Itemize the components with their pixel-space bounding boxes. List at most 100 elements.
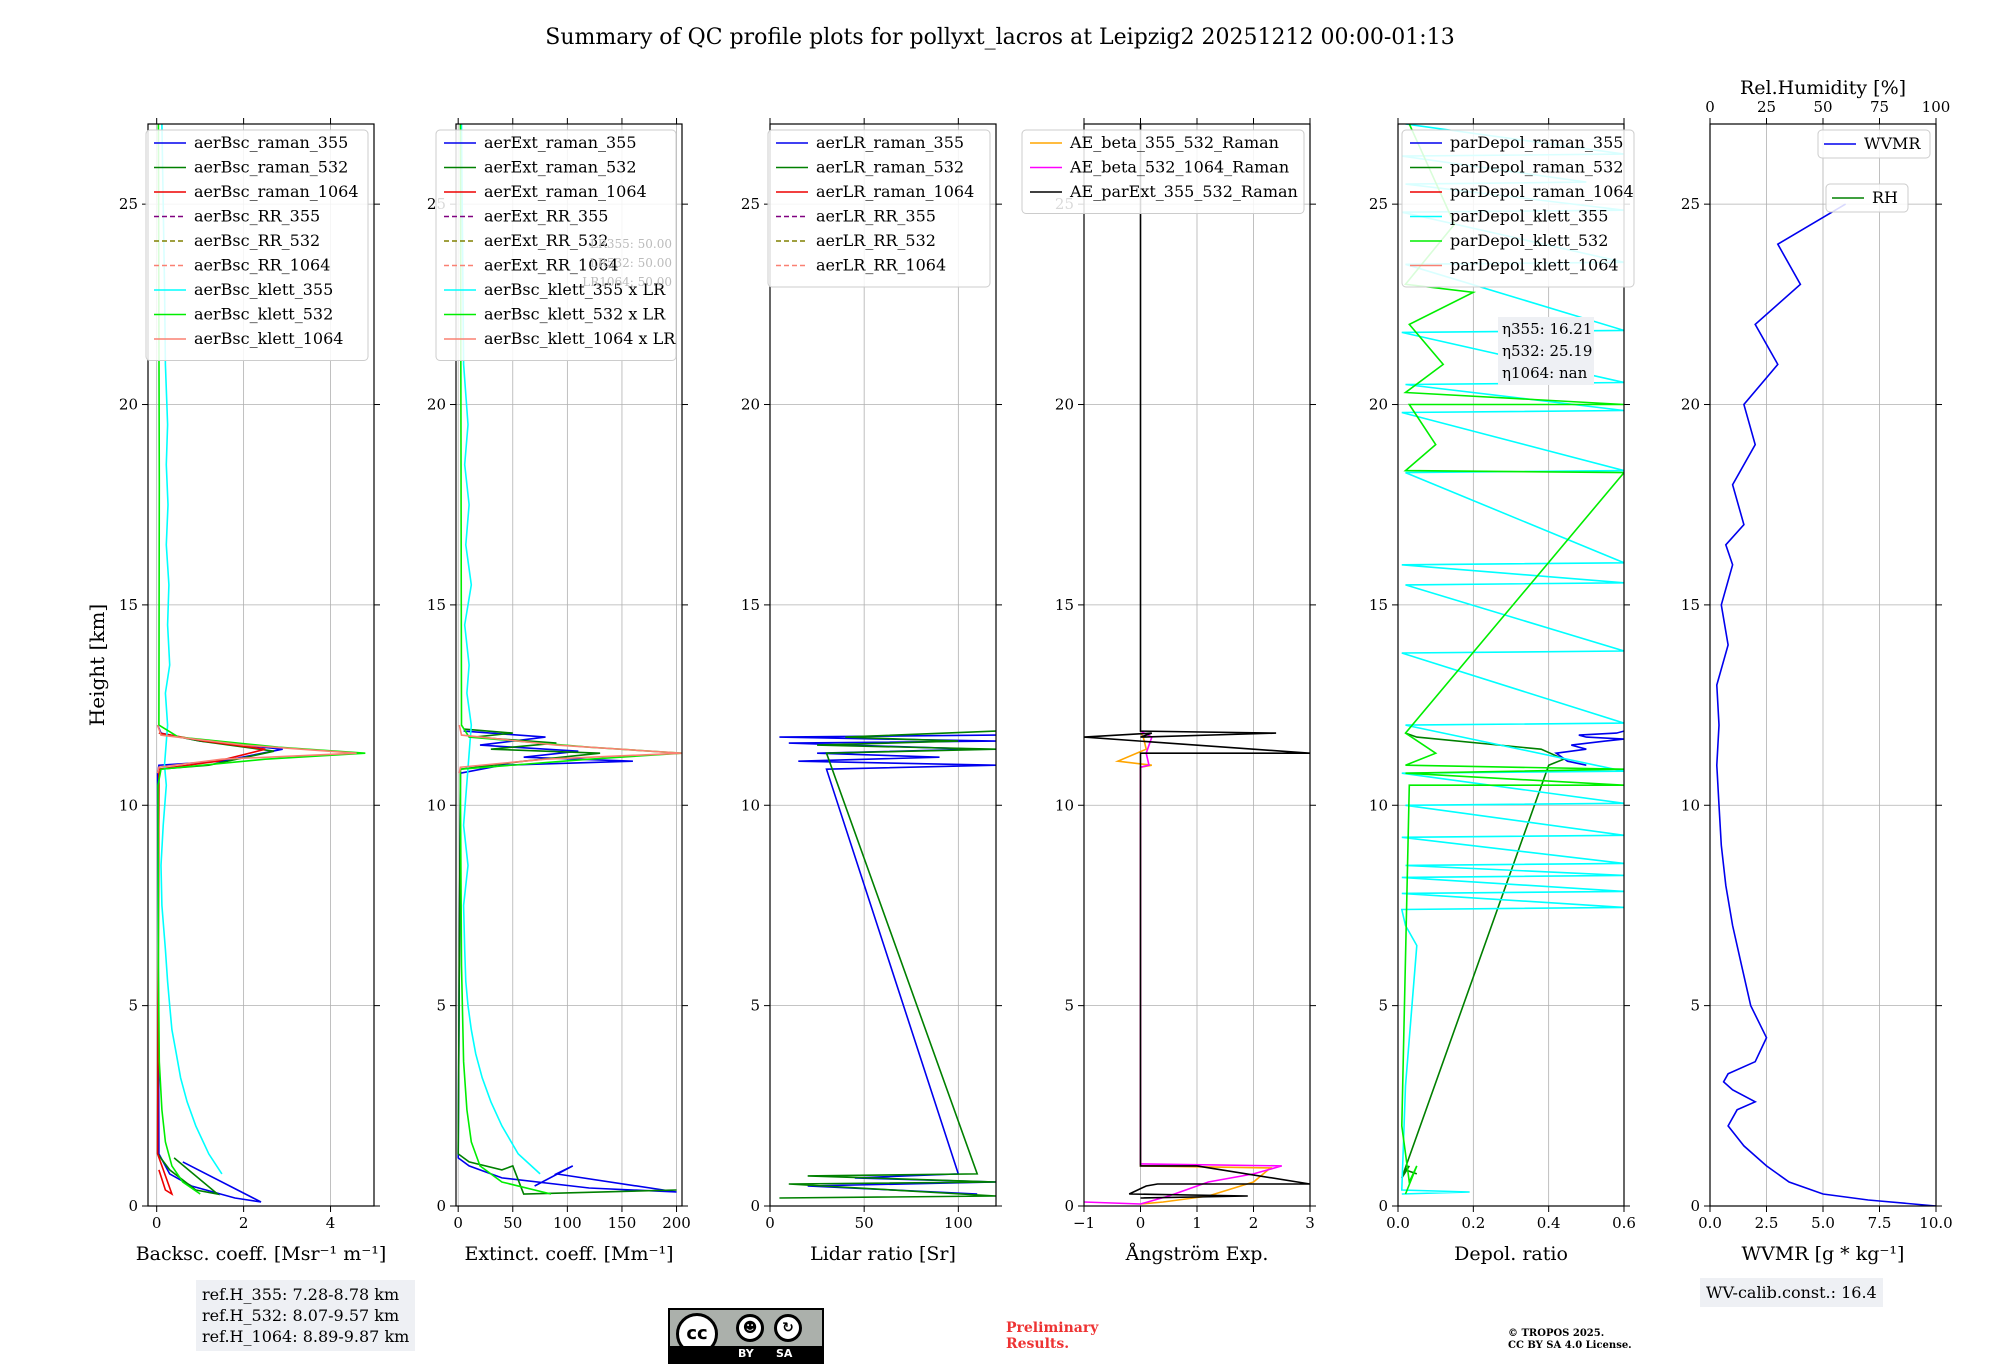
- legend-label-4: aerExt_RR_532: [484, 231, 608, 250]
- y-tick-label: 15: [1055, 596, 1074, 614]
- legend-label-2: aerExt_raman_1064: [484, 182, 647, 201]
- reference-height-box: ref.H_355: 7.28-8.78 km ref.H_532: 8.07-…: [196, 1280, 416, 1351]
- legend-box: [145, 129, 369, 361]
- legend-label-5: aerExt_RR_1064: [484, 256, 619, 275]
- ref-height-1064: ref.H_1064: 8.89-9.87 km: [202, 1327, 410, 1346]
- y-tick-label: 5: [128, 997, 138, 1015]
- series-line-7: [157, 124, 366, 1195]
- panel-lidar-ratio: 0 50 100 0 5 10 15 20 25 Lidar ratio [Sr] aerLR_ra…: [741, 118, 1002, 1265]
- series-line-0: [156, 724, 283, 1203]
- plot-frame: [1397, 123, 1625, 1207]
- series-line-6: [460, 124, 541, 1175]
- x-tick-label: 100: [553, 1214, 582, 1232]
- x-tick-label: 7.5: [1868, 1214, 1892, 1232]
- legend-label-0: aerBsc_raman_355: [194, 133, 348, 152]
- x-tick-label: 4: [326, 1214, 336, 1232]
- x-axis-label: Backsc. coeff. [Msr⁻¹ m⁻¹]: [136, 1243, 387, 1265]
- wv-calibration-constant: WV-calib.const.: 16.4: [1706, 1283, 1877, 1302]
- depol-annotation-2: η1064: nan: [1502, 364, 1588, 382]
- x-tick-label: 150: [608, 1214, 637, 1232]
- ref-height-355: ref.H_355: 7.28-8.78 km: [202, 1285, 400, 1304]
- legend-label-1: AE_beta_532_1064_Raman: [1069, 158, 1289, 177]
- x-tick-label: 5.0: [1811, 1214, 1835, 1232]
- series-line-1: [1981, 829, 2000, 1204]
- cc-by-label: BY: [738, 1347, 754, 1360]
- x-tick-label: 2: [1249, 1214, 1259, 1232]
- y-tick-label: 15: [741, 596, 760, 614]
- top-x-tick-label: 100: [1922, 98, 1951, 116]
- legend-label-2: AE_parExt_355_532_Raman: [1069, 182, 1298, 201]
- legend-label-3: parDepol_klett_355: [1450, 207, 1608, 226]
- y-tick-label: 5: [1064, 997, 1074, 1015]
- x-tick-label: 0: [152, 1214, 162, 1232]
- series-group: [779, 730, 996, 1199]
- legend-label-7: aerBsc_klett_532: [194, 305, 333, 324]
- y-tick-label: 0: [436, 1197, 446, 1215]
- y-tick-label: 5: [436, 997, 446, 1015]
- series-line-6: [160, 124, 223, 1175]
- annotations: LR355: 50.00 LR532: 50.00 LR1064: 50.00: [582, 237, 672, 289]
- series-line-2: [156, 732, 266, 1196]
- y-tick-label: 10: [1055, 796, 1074, 814]
- y-tick-label: 25: [119, 195, 138, 213]
- legend-label-0: AE_beta_355_532_Raman: [1069, 133, 1279, 152]
- series-group: [1715, 203, 2000, 1206]
- depol-annotation-1: η532: 25.19: [1502, 342, 1592, 360]
- plot-frame: [455, 123, 683, 1207]
- legend-label-3: aerExt_RR_355: [484, 207, 608, 226]
- legend-label-0: WVMR: [1864, 134, 1921, 153]
- x-tick-label: 0: [1136, 1214, 1146, 1232]
- wv-calibration-box: WV-calib.const.: 16.4: [1700, 1278, 1883, 1307]
- lidar-ratio-annotation-1: LR532: 50.00: [590, 256, 672, 270]
- legend-label-2: parDepol_raman_1064: [1450, 182, 1634, 201]
- x-tick-label: 3: [1305, 1214, 1315, 1232]
- share-alike-icon: ↻: [774, 1314, 802, 1342]
- legend-box: [767, 129, 991, 288]
- y-tick-label: 0: [1064, 1197, 1074, 1215]
- legend-label-8: aerBsc_klett_1064: [194, 329, 343, 348]
- legend-label-3: aerLR_RR_355: [816, 207, 936, 226]
- y-tick-label: 15: [1681, 596, 1700, 614]
- y-tick-label: 20: [1369, 396, 1388, 414]
- x-tick-label: 50: [503, 1214, 522, 1232]
- legend-1: RH: [1825, 183, 1909, 213]
- legend: AE_beta_355_532_Raman AE_beta_532_1064_Ra…: [1021, 129, 1305, 214]
- annotations: η355: 16.21 η532: 25.19 η1064: nan: [1498, 317, 1594, 385]
- series-group: [457, 124, 682, 1195]
- copyright-note: © TROPOS 2025. CC BY SA 4.0 License.: [1508, 1328, 1632, 1352]
- lidar-ratio-annotation-2: LR1064: 50.00: [582, 275, 672, 289]
- y-tick-label: 15: [119, 596, 138, 614]
- legend: aerBsc_raman_355 aerBsc_raman_532 aerBsc_r…: [145, 129, 369, 361]
- x-axis-label: Depol. ratio: [1454, 1243, 1568, 1265]
- legend-box: [435, 129, 677, 361]
- y-tick-label: 5: [750, 997, 760, 1015]
- top-x-tick-label: 0: [1705, 98, 1715, 116]
- series-line-2: [1084, 124, 1310, 1199]
- legend-label-1: parDepol_raman_532: [1450, 158, 1623, 177]
- y-tick-label: 0: [750, 1197, 760, 1215]
- legend-label-3: aerBsc_RR_355: [194, 207, 320, 226]
- series-line-1: [779, 730, 996, 1199]
- panel-extinction: 0501001502000510152025Extinct. coeff. [M…: [427, 118, 691, 1265]
- series-line-1: [156, 732, 275, 1196]
- y-axis-label: Height [km]: [85, 604, 109, 726]
- legend-label-0: parDepol_raman_355: [1450, 133, 1623, 152]
- series-line-0: [1715, 203, 1936, 1206]
- y-tick-label: 15: [1369, 596, 1388, 614]
- legend-label-4: aerLR_RR_532: [816, 231, 936, 250]
- x-tick-label: 0.6: [1612, 1214, 1636, 1232]
- y-tick-label: 15: [427, 596, 446, 614]
- y-tick-label: 10: [1369, 796, 1388, 814]
- y-tick-label: 10: [427, 796, 446, 814]
- panel-water-vapour: 0.0 2.5 5.0 7.5 10.0 0 5 10 15 20 25 WVMR [g * kg⁻¹…: [1681, 77, 2000, 1265]
- annotation-box: [1498, 317, 1594, 385]
- cc-license-badge: cc ☻ ↻ BY SA: [668, 1308, 824, 1364]
- y-tick-label: 5: [1378, 997, 1388, 1015]
- preliminary-results-note: Preliminary Results.: [1006, 1320, 1098, 1352]
- x-tick-label: 0.0: [1698, 1214, 1722, 1232]
- series-line-8: [156, 724, 357, 774]
- legend-box: [1021, 129, 1305, 214]
- x-tick-label: 10.0: [1919, 1214, 1952, 1232]
- y-tick-label: 20: [119, 396, 138, 414]
